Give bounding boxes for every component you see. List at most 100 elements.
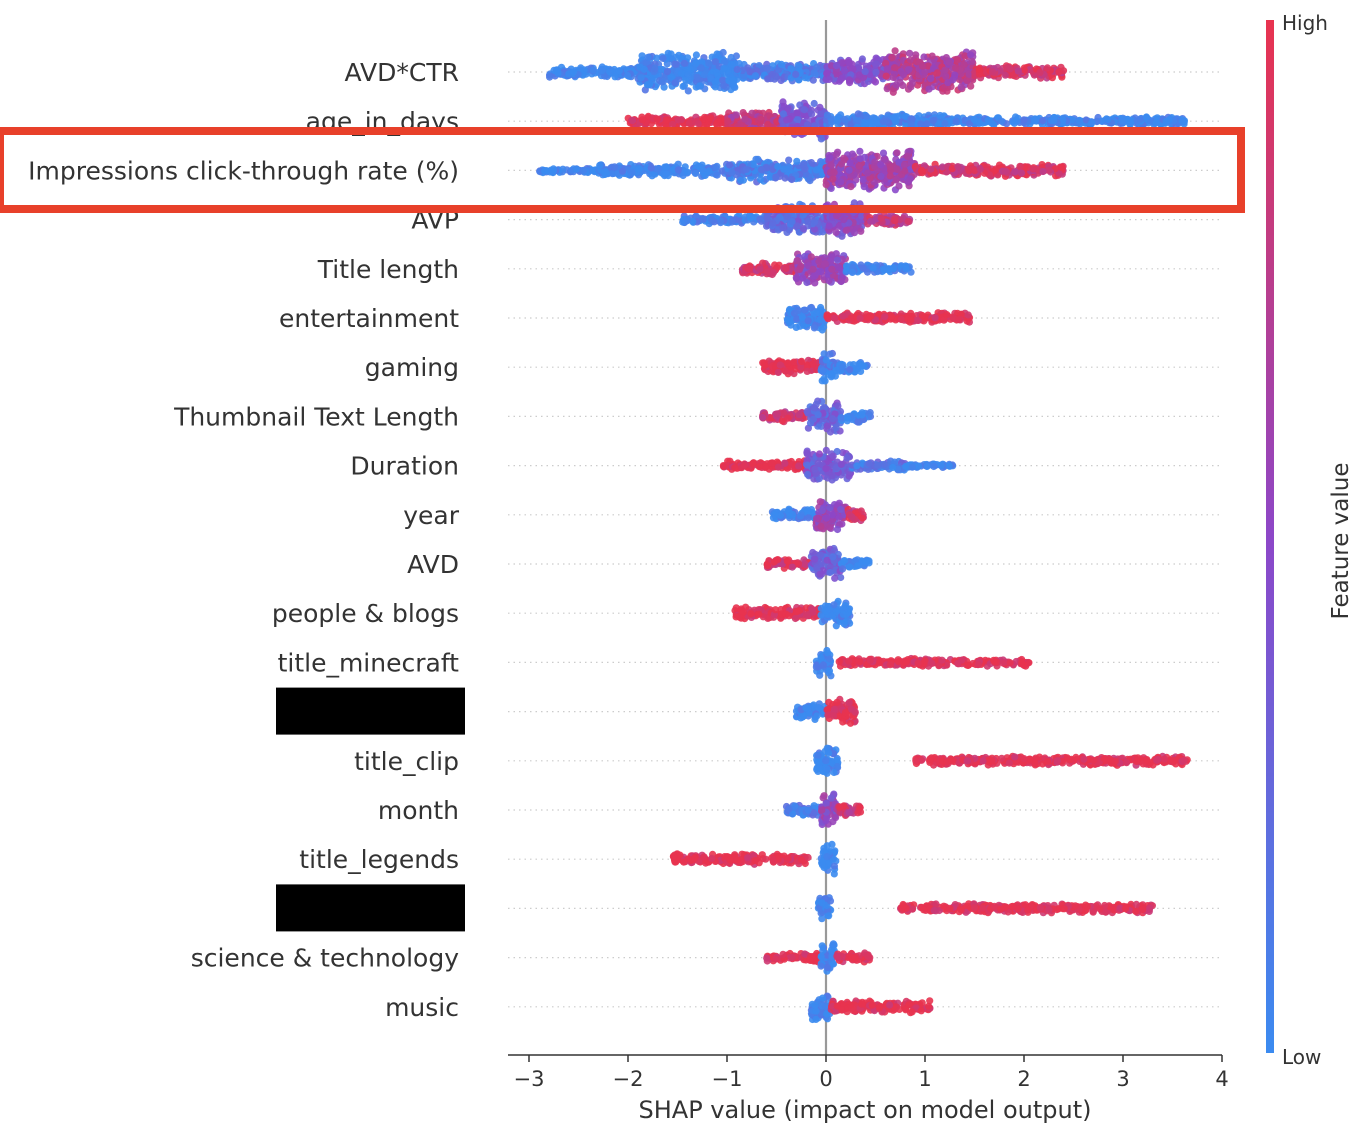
data-point [883,65,891,73]
data-point [840,215,848,224]
data-point [717,217,725,225]
data-point [814,411,822,419]
data-point [905,66,913,74]
data-point [869,114,877,122]
data-point [841,115,849,123]
data-point [800,106,808,114]
data-point [799,225,808,233]
data-point [907,83,915,91]
data-point [721,58,729,66]
data-point [877,172,885,180]
data-point [832,228,840,236]
data-point [798,357,806,365]
data-point [740,461,749,469]
data-point [783,165,791,173]
data-point [882,72,890,80]
data-point [817,109,825,117]
data-point [901,167,909,175]
data-point [967,82,975,90]
data-point [569,68,578,76]
data-point [629,117,637,125]
data-point [677,69,686,77]
data-point [907,121,915,129]
data-point [638,116,647,124]
data-point [817,135,825,143]
data-point [580,66,588,74]
data-point [794,116,802,124]
data-point [908,115,916,123]
data-point [781,459,789,467]
data-point [952,64,960,72]
data-point [830,314,839,322]
data-point [692,51,701,59]
data-point [988,119,996,127]
data-point [781,367,789,375]
data-point [815,257,823,265]
data-point [891,64,899,72]
data-point [793,257,801,265]
data-point [756,175,765,184]
data-point [772,72,780,80]
data-point [643,81,652,89]
data-point [749,460,757,468]
data-point [1133,117,1141,125]
data-point [816,103,824,111]
data-point [942,72,950,80]
data-point [654,165,662,173]
data-point [1011,168,1019,176]
data-point [776,361,784,369]
data-point [989,68,997,76]
data-point [897,315,905,324]
data-point [783,359,792,367]
data-point [804,317,812,325]
data-point [755,463,764,471]
data-point [803,121,811,129]
data-point [1058,164,1066,172]
data-point [1031,117,1039,125]
data-point [692,60,700,68]
data-point [1059,116,1067,124]
data-point [790,358,798,366]
data-point [891,117,900,125]
data-point [637,74,645,82]
data-point [904,178,913,186]
data-point [961,52,969,60]
data-point [680,59,689,67]
data-point [759,413,767,421]
data-point [858,411,866,419]
data-point [848,268,857,276]
data-point [1036,68,1044,77]
data-point [863,113,871,121]
data-point [747,214,755,222]
data-point [872,68,880,76]
data-point [680,82,689,90]
data-point [833,212,841,220]
data-point [856,155,864,163]
data-point [659,54,667,63]
data-point [856,147,864,155]
data-point [1082,116,1090,124]
data-point [1075,117,1084,125]
data-point [811,272,819,280]
data-point [1050,117,1058,125]
data-point [697,64,705,72]
data-point [857,227,865,235]
data-point [653,54,661,62]
data-point [635,165,644,173]
data-point [662,163,670,171]
data-point [731,83,739,91]
data-point [731,464,739,472]
data-point [1010,72,1018,80]
data-point [546,73,554,81]
data-point [825,277,833,285]
data-point [711,58,719,66]
data-point [756,215,764,223]
data-point [663,68,672,76]
data-point [873,119,881,127]
data-point [868,120,876,128]
data-point [774,463,783,471]
data-point [657,65,665,73]
data-point [860,183,868,191]
data-point [742,165,750,173]
data-point [810,324,819,332]
